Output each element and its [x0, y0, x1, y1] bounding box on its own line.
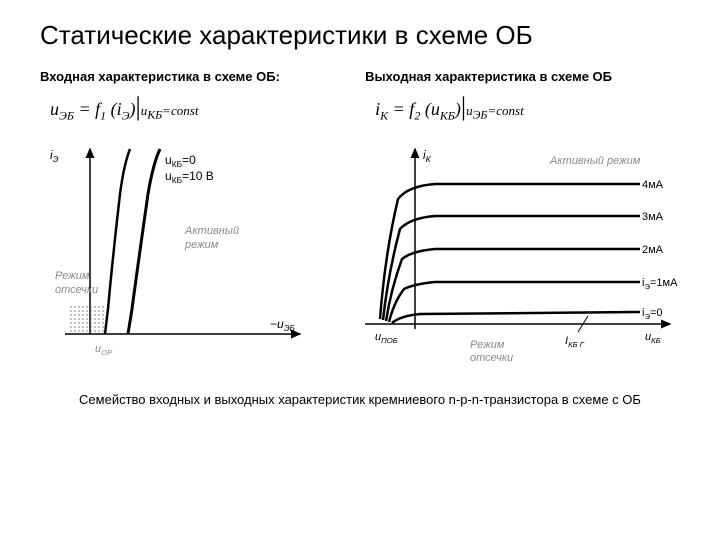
svg-text:−uЭБ: −uЭБ — [270, 317, 295, 333]
svg-text:2мА: 2мА — [642, 244, 664, 256]
fr-eq: = — [393, 99, 410, 119]
svg-text:Активный режим: Активный режим — [549, 155, 641, 167]
svg-text:uКБ=0: uКБ=0 — [165, 153, 196, 169]
output-characteristic-chart: 4мА 3мА 2мА iЭ=1мА iЭ=0 iК uПОБ uКБ Активный реж… — [340, 134, 680, 374]
fr-csub: ЭБ — [473, 108, 488, 122]
fr-fsub: 2 — [414, 109, 420, 123]
fl-fsub: 1 — [100, 109, 106, 123]
svg-text:iК: iК — [423, 148, 432, 164]
fl-argsub: Э — [122, 109, 130, 123]
svg-text:3мА: 3мА — [642, 211, 664, 223]
svg-text:Режим: Режим — [470, 339, 505, 351]
svg-text:iЭ=1мА: iЭ=1мА — [642, 277, 678, 291]
svg-text:uПОБ: uПОБ — [375, 331, 398, 345]
input-characteristic-chart: iЭ −uЭБ uКБ=0uКБ=10 В Активный режим Режим отс… — [30, 134, 320, 374]
svg-text:Режим: Режим — [55, 270, 90, 282]
fl-lhs: u — [50, 99, 59, 119]
formulas-row: uЭБ = f1 (iЭ)|uКБ=const iК = f2 (uКБ)|uЭ… — [0, 84, 720, 124]
svg-text:uКБ: uКБ — [645, 331, 661, 345]
right-subtitle: Выходная характеристика в схеме ОБ — [345, 69, 690, 84]
svg-text:iЭ=0: iЭ=0 — [642, 307, 663, 321]
formula-right: iК = f2 (uКБ)|uЭБ=const — [345, 92, 690, 124]
subtitles-row: Входная характеристика в схеме ОБ: Выход… — [0, 51, 720, 84]
right-chart-svg: 4мА 3мА 2мА iЭ=1мА iЭ=0 iК uПОБ uКБ Активный реж… — [340, 134, 680, 374]
svg-text:iЭ: iЭ — [50, 148, 59, 164]
fl-csub: КБ — [147, 108, 162, 122]
caption: Семейство входных и выходных характерист… — [0, 374, 720, 407]
svg-text:режим: режим — [184, 239, 219, 251]
fr-argsub: КБ — [440, 109, 455, 123]
svg-text:отсечки: отсечки — [470, 352, 513, 364]
svg-text:IКБ Г: IКБ Г — [565, 335, 585, 349]
formula-left: uЭБ = f1 (iЭ)|uКБ=const — [30, 92, 345, 124]
fr-ctail: =const — [488, 103, 524, 118]
svg-text:uОР: uОР — [95, 343, 113, 357]
charts-row: iЭ−uЭБuКБ=0uКБ=10 ВАктивныйрежимРежимотс… — [0, 124, 720, 374]
fl-eq: = — [78, 99, 95, 119]
svg-text:Активный: Активный — [184, 225, 239, 237]
page-title: Статические характеристики в схеме ОБ — [0, 0, 720, 51]
fr-arg: u — [431, 99, 440, 119]
svg-text:отсечки: отсечки — [55, 284, 98, 296]
left-chart-svg: iЭ −uЭБ uКБ=0uКБ=10 В Активный режим Режим отс… — [30, 134, 320, 374]
fr-lhs-sub: К — [380, 109, 388, 123]
fl-lhs-sub: ЭБ — [59, 109, 74, 123]
fl-ctail: =const — [162, 103, 198, 118]
svg-text:uКБ=10 В: uКБ=10 В — [165, 169, 214, 185]
svg-text:4мА: 4мА — [642, 179, 664, 191]
left-subtitle: Входная характеристика в схеме ОБ: — [30, 69, 345, 84]
